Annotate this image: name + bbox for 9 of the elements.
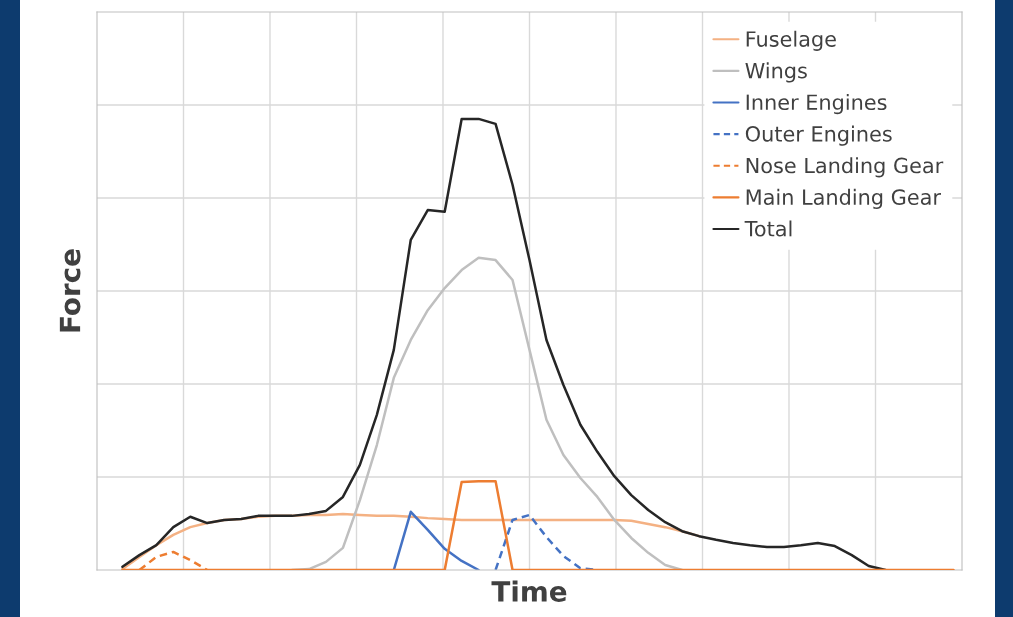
legend-label: Total <box>744 220 792 237</box>
legend-label: Fuselage <box>746 30 836 51</box>
y-axis-title: Force <box>59 249 81 332</box>
x-axis-title: Time <box>491 580 567 602</box>
legend-label: Main Landing Gear <box>746 188 941 210</box>
legend-label: Wings <box>745 62 807 83</box>
legend-label: Nose Landing Gear <box>746 157 944 178</box>
legend-label: Outer Engines <box>745 125 892 146</box>
legend-label: Inner Engines <box>746 93 887 115</box>
